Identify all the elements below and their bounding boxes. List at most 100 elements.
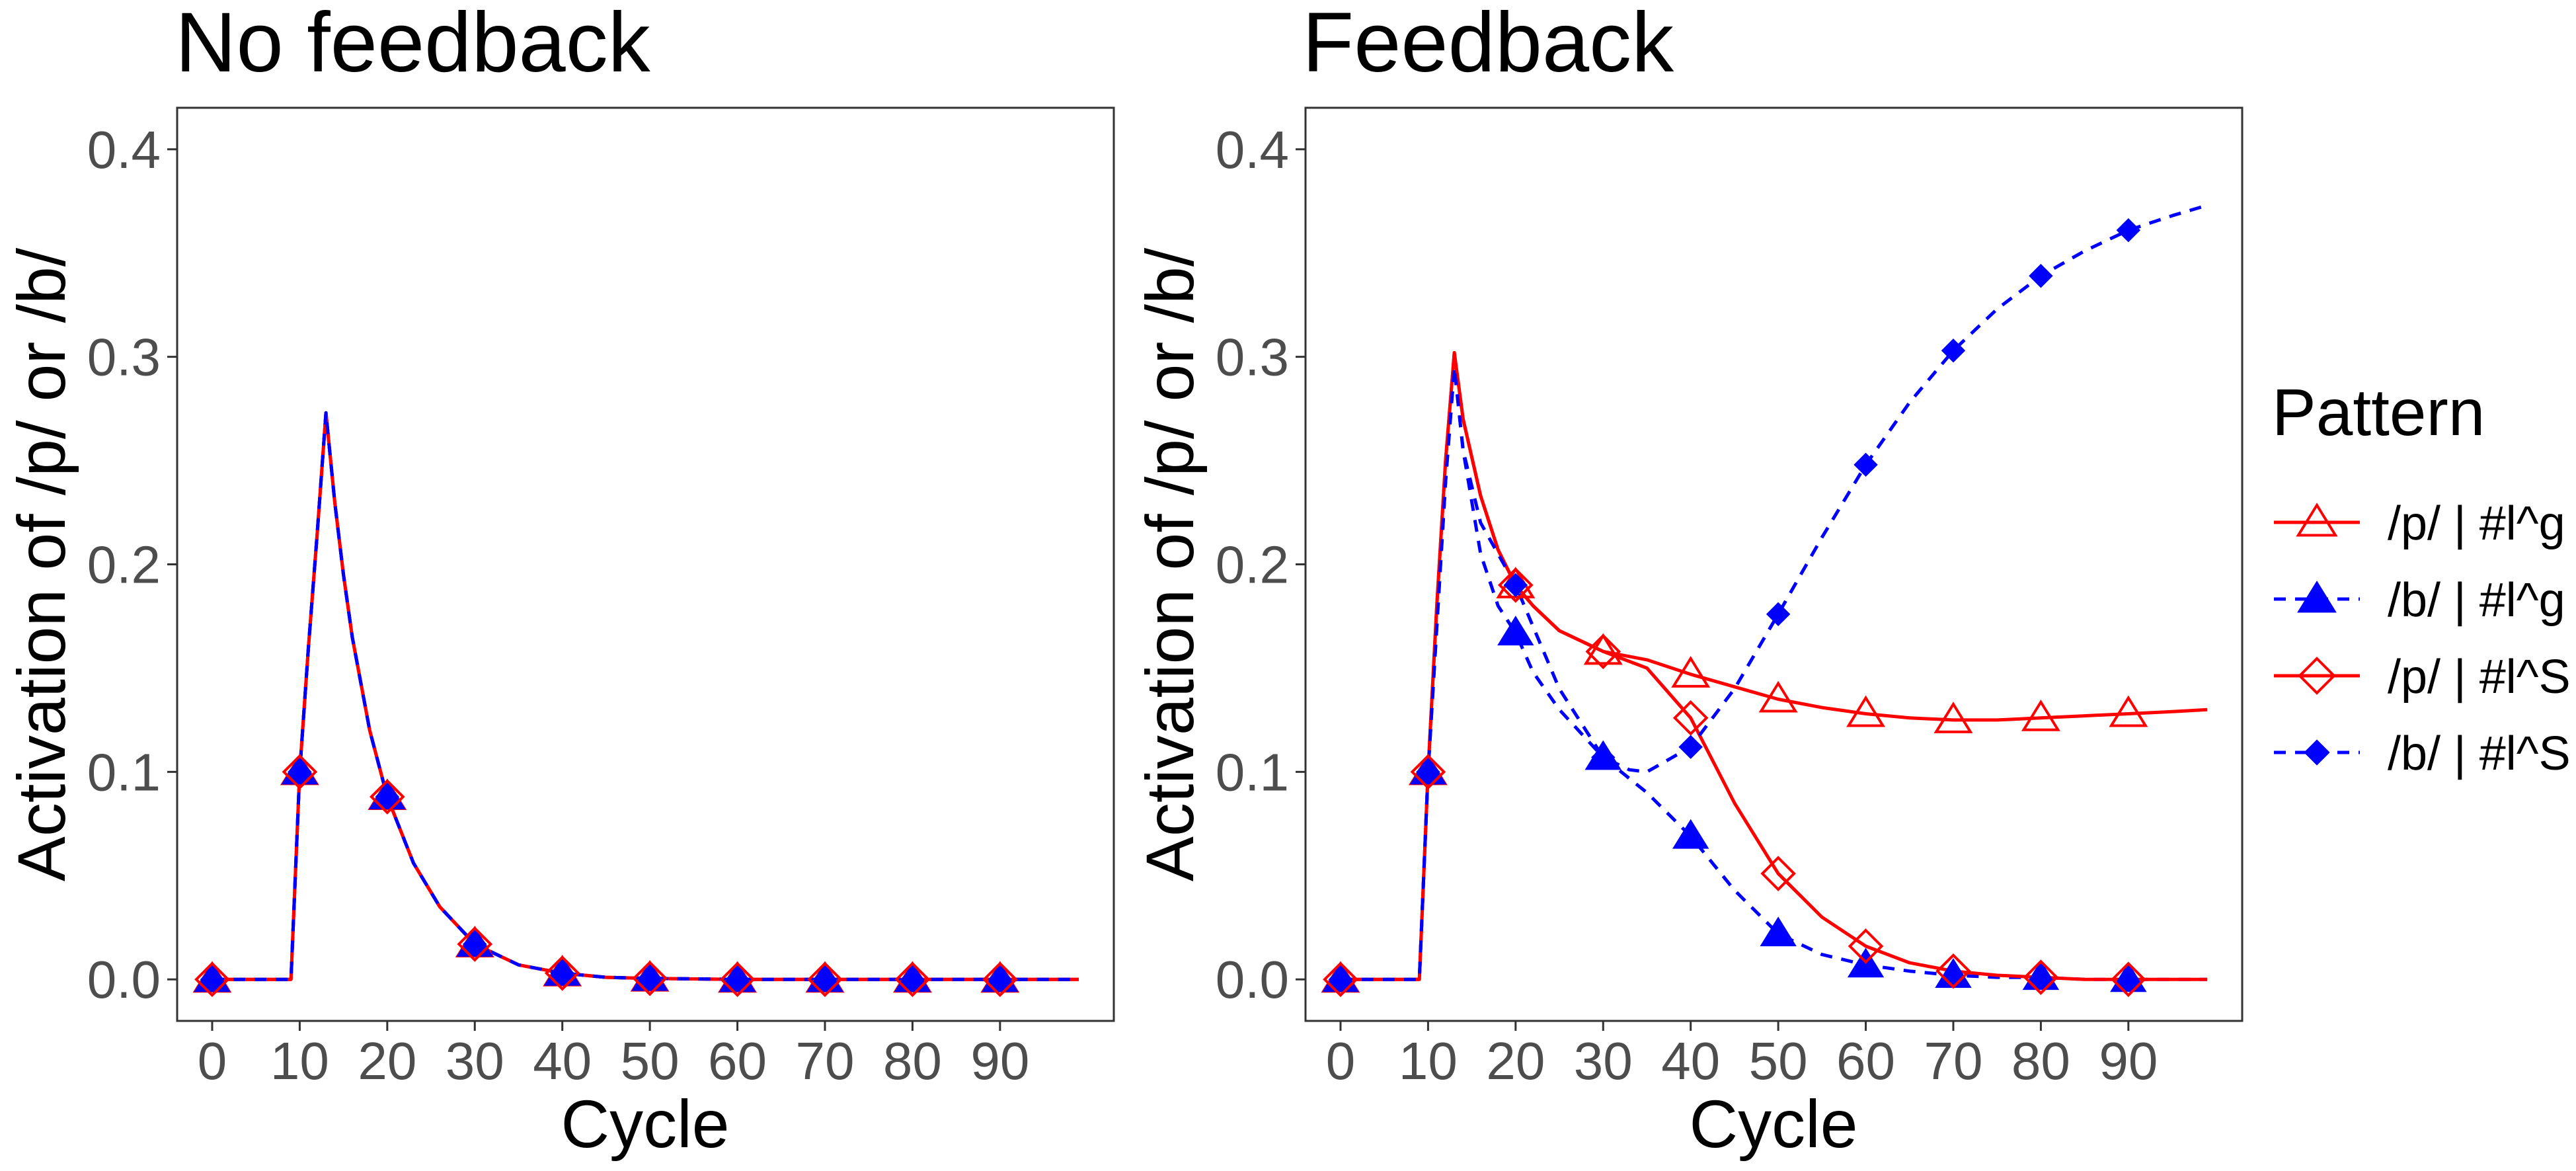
x-ticks: 0 10 20 30 40 50 60 70 80 90: [198, 1021, 1029, 1090]
data-point: [1671, 656, 1711, 688]
x-tick-label: 90: [2099, 1031, 2158, 1090]
data-point: [544, 955, 580, 991]
legend-title: Pattern: [2272, 376, 2485, 450]
data-point: [282, 754, 318, 790]
data-point: [1758, 680, 1798, 713]
y-ticks: 0.0 0.1 0.2 0.3 0.4: [87, 120, 177, 1009]
legend-label: /p/ | #l^g: [2388, 497, 2565, 550]
data-point: [550, 961, 574, 986]
data-point: [2111, 961, 2146, 998]
panel-feedback: Feedback Activation of /p/ or /b/ Cycle …: [1132, 0, 2244, 1162]
data-point: [375, 784, 400, 809]
data-point: [807, 961, 843, 998]
data-point: [1410, 754, 1446, 790]
data-point: [1760, 916, 1797, 947]
data-point: [1591, 745, 1616, 770]
x-axis-title: Cycle: [561, 1086, 729, 1162]
x-tick-label: 10: [270, 1031, 329, 1090]
x-tick-label: 0: [198, 1031, 227, 1090]
data-point: [632, 960, 668, 996]
x-tick-label: 10: [1399, 1031, 1458, 1090]
data-point: [1760, 856, 1796, 891]
y-tick-label: 0.4: [1216, 120, 1289, 179]
legend: Pattern /p/ | #l^g/b/ | #l^g/p/ | #l^S/b…: [2272, 376, 2571, 780]
y-tick-label: 0.1: [1216, 743, 1289, 801]
data-point: [988, 967, 1013, 992]
data-point: [725, 967, 750, 992]
legend-marker: [2297, 581, 2337, 613]
data-point: [463, 932, 487, 957]
x-tick-label: 20: [358, 1031, 416, 1090]
legend-marker: [2298, 657, 2336, 695]
data-point: [900, 967, 925, 992]
x-tick-label: 80: [883, 1031, 942, 1090]
data-point: [2110, 962, 2147, 992]
data-point: [200, 967, 225, 992]
legend-marker: [2304, 739, 2330, 766]
data-point: [1941, 339, 1966, 363]
data-point: [370, 779, 405, 815]
y-tick-label: 0.0: [1216, 950, 1289, 1009]
x-tick-label: 0: [1326, 1031, 1356, 1090]
legend-entry: /p/ | #l^S: [2274, 651, 2571, 704]
y-tick-label: 0.4: [87, 120, 161, 179]
x-tick-label: 70: [795, 1031, 854, 1090]
data-point: [1935, 953, 1971, 989]
x-ticks: 0 10 20 30 40 50 60 70 80 90: [1326, 1021, 2158, 1090]
data-point: [288, 760, 312, 784]
data-point: [1854, 452, 1878, 477]
data-point: [637, 966, 662, 990]
legend-entries: /p/ | #l^g/b/ | #l^g/p/ | #l^S/b/ | #l^S: [2274, 497, 2571, 780]
data-point: [1583, 633, 1623, 665]
legend-entry: /b/ | #l^g: [2274, 574, 2565, 627]
x-tick-label: 50: [621, 1031, 680, 1090]
x-tick-label: 60: [708, 1031, 767, 1090]
x-tick-label: 70: [1924, 1031, 1982, 1090]
data-point: [457, 926, 493, 962]
legend-label: /b/ | #l^g: [2388, 574, 2565, 627]
legend-entry: /b/ | #l^S: [2274, 727, 2571, 780]
panel-title: No feedback: [175, 0, 651, 90]
data-point: [1503, 573, 1528, 598]
y-tick-label: 0.3: [87, 328, 161, 387]
x-tick-label: 80: [2011, 1031, 2070, 1090]
series-markers: [192, 753, 1020, 998]
data-point: [719, 961, 756, 998]
data-point: [1323, 961, 1358, 998]
series-line: [1341, 204, 2208, 981]
y-tick-label: 0.2: [87, 536, 161, 594]
y-tick-label: 0.2: [1216, 536, 1289, 594]
data-point: [1497, 616, 1534, 646]
data-point: [2023, 959, 2059, 995]
data-point: [2022, 960, 2060, 990]
series-line: [212, 411, 1079, 981]
panel-title: Feedback: [1302, 0, 1674, 90]
x-tick-label: 40: [533, 1031, 592, 1090]
x-tick-label: 50: [1749, 1031, 1808, 1090]
x-tick-label: 60: [1836, 1031, 1895, 1090]
data-point: [894, 961, 931, 998]
x-tick-label: 30: [446, 1031, 504, 1090]
legend-marker: [2296, 503, 2338, 537]
panel-no-feedback: No feedback Activation of /p/ or /b/ Cyc…: [4, 0, 1115, 1162]
x-tick-label: 90: [970, 1031, 1029, 1090]
data-point: [1933, 702, 1973, 733]
y-tick-label: 0.3: [1216, 328, 1289, 387]
series-markers: [1321, 218, 2148, 998]
data-point: [1416, 760, 1440, 784]
data-point: [1498, 567, 1534, 603]
data-point: [1766, 602, 1791, 627]
y-tick-label: 0.0: [87, 950, 161, 1009]
data-point: [1678, 735, 1703, 759]
data-point: [2116, 218, 2141, 243]
legend-entry: /p/ | #l^g: [2274, 497, 2565, 550]
data-point: [2109, 695, 2148, 727]
x-axis-title: Cycle: [1689, 1086, 1857, 1162]
y-ticks: 0.0 0.1 0.2 0.3 0.4: [1216, 120, 1306, 1009]
data-point: [1846, 695, 1886, 727]
x-tick-label: 30: [1574, 1031, 1633, 1090]
data-point: [1848, 928, 1884, 964]
legend-label: /p/ | #l^S: [2388, 651, 2571, 704]
plot-border: [176, 106, 1115, 1022]
